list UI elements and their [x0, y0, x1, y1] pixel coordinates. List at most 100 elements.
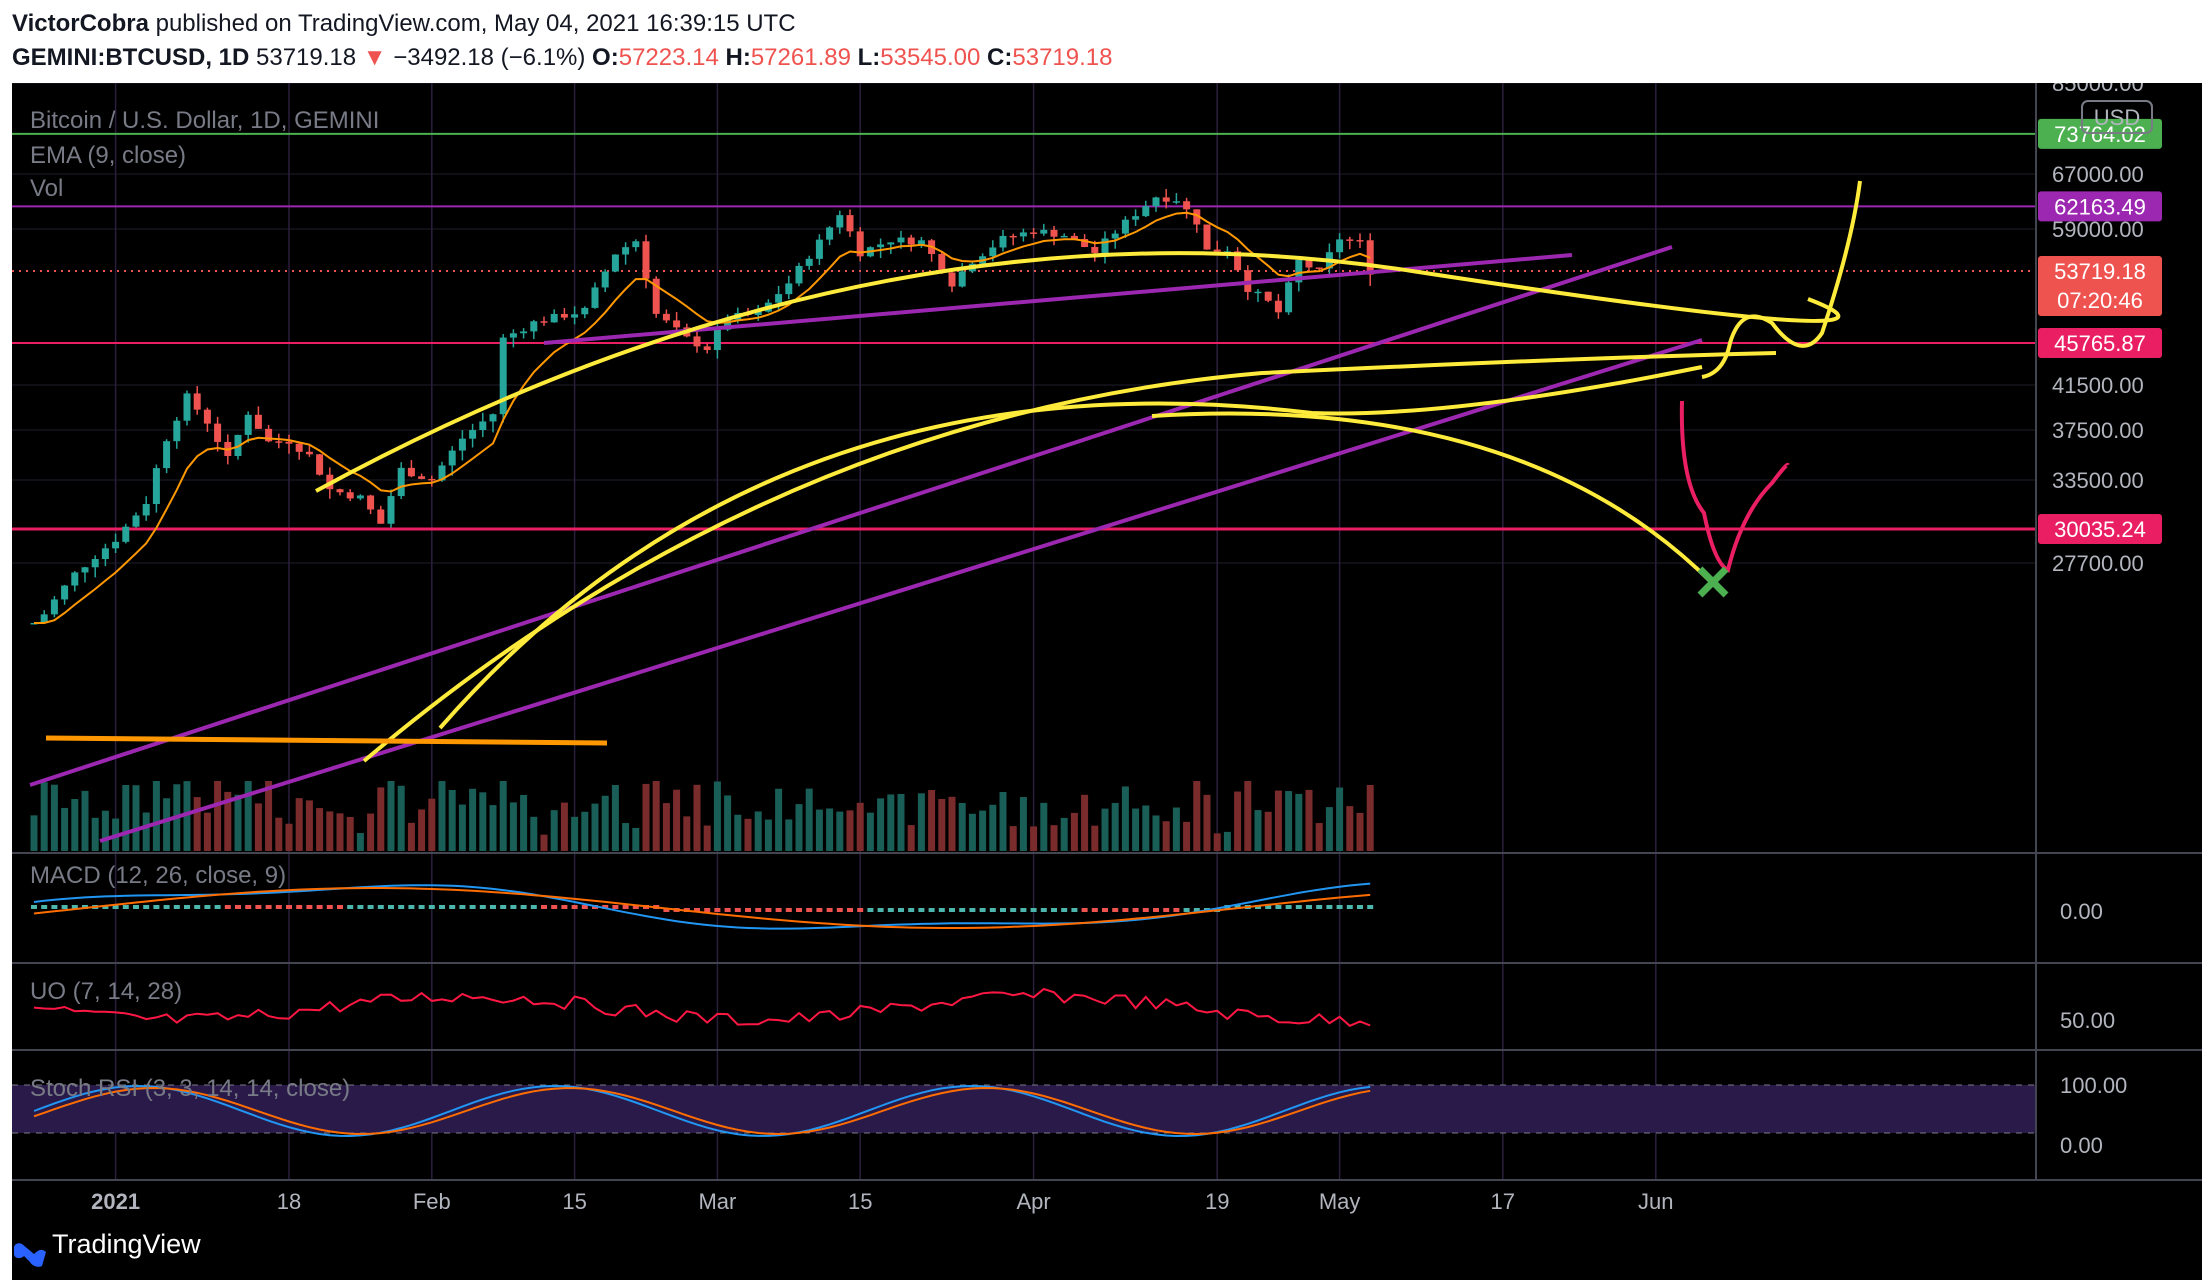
macd-hist-bar	[877, 908, 884, 912]
yellow-mid-arc[interactable]	[362, 351, 1777, 763]
volume-bar	[244, 781, 252, 851]
macd-hist-bar	[316, 905, 323, 909]
macd-hist-bar	[541, 905, 547, 909]
candle-body	[1295, 259, 1303, 283]
macd-hist-bar	[765, 908, 772, 912]
macd-hist-bar	[826, 908, 833, 912]
macd-hist-bar	[867, 908, 874, 912]
green-x-marker	[1697, 566, 1729, 598]
volume-bar	[203, 812, 211, 851]
volume-bar	[489, 805, 497, 851]
level-label: 30035.24	[2054, 517, 2146, 542]
candle-body	[40, 614, 48, 623]
author-name[interactable]: VictorCobra	[12, 10, 149, 37]
candle-body	[703, 346, 711, 351]
macd-hist-bar	[928, 908, 935, 912]
macd-hist-bar	[1265, 905, 1272, 909]
time-scale[interactable]: 2021 18 Feb 15 Mar 15 Apr 19 May 17 Jun	[91, 1189, 1673, 1214]
red-projection[interactable]	[1679, 400, 1790, 573]
volume-bar	[183, 781, 191, 851]
volume-bar	[1121, 786, 1129, 851]
candle-body	[163, 441, 171, 469]
volume-bar	[1213, 833, 1221, 851]
macd-hist-bar	[979, 908, 986, 912]
time-tick-label: 18	[277, 1189, 301, 1214]
time-tick-label: 2021	[91, 1189, 140, 1214]
volume-bar	[1060, 817, 1068, 851]
macd-hist-bar	[898, 908, 904, 912]
yellow-drop-arc[interactable]	[1151, 411, 1714, 585]
currency-label: USD	[2094, 105, 2140, 130]
candle-body	[877, 244, 885, 248]
volume-bar	[550, 810, 558, 851]
volume-bar	[326, 811, 334, 851]
candle-body	[509, 333, 517, 338]
volume-bar	[1040, 802, 1048, 851]
yellow-top-arc[interactable]	[315, 251, 1841, 493]
time-tick-label: 17	[1491, 1189, 1515, 1214]
volume-bar	[1091, 825, 1099, 851]
candle-body	[1152, 197, 1160, 207]
candle-body	[805, 258, 813, 266]
candle-body	[836, 215, 844, 228]
volume-bar	[1274, 790, 1282, 851]
volume-bar	[907, 825, 915, 851]
yellow-projection[interactable]	[1701, 180, 1862, 379]
chart-container[interactable]: 85000.00 67000.00 59000.00 41500.00 37500.00…	[12, 71, 2202, 1230]
volume-bar	[295, 798, 303, 851]
macd-hist-bar	[337, 905, 343, 909]
volume-bar	[1234, 791, 1242, 851]
volume-bar	[815, 809, 823, 851]
candle-body	[622, 247, 630, 255]
candle-body	[1050, 229, 1058, 237]
orange-support-line[interactable]	[45, 735, 608, 746]
currency-button[interactable]	[2081, 100, 2153, 134]
candle-body	[1356, 240, 1364, 242]
volume-bar	[703, 825, 711, 851]
volume-bar	[611, 784, 619, 851]
yellow-inner-arc[interactable]	[438, 365, 1703, 730]
candle-body	[1162, 197, 1170, 202]
drawings[interactable]	[29, 180, 1862, 843]
candle-body	[356, 495, 364, 499]
macd-hist-bar	[1071, 908, 1078, 912]
time-tick-label: Apr	[1016, 1189, 1050, 1214]
macd-hist-bar	[989, 908, 996, 912]
close-value: 53719.18	[1012, 44, 1113, 71]
high-label: H:	[725, 44, 751, 71]
macd-hist-bar	[1367, 905, 1374, 909]
candle-body	[632, 241, 640, 248]
chart-svg[interactable]: 85000.0067000.0059000.0041500.0037500.00…	[12, 71, 2202, 1230]
tradingview-brand[interactable]: TradingView	[52, 1229, 201, 1259]
volume-bar	[1101, 808, 1109, 851]
macd-hist-bar	[949, 908, 955, 912]
volume-bar	[1254, 810, 1262, 851]
stoch-legend: Stoch RSI (3, 3, 14, 14, close)	[30, 1075, 350, 1102]
candle-body	[397, 467, 405, 497]
macd-hist-bar	[581, 905, 588, 909]
candle-body	[265, 428, 273, 442]
volume-bar	[214, 781, 222, 851]
candle-body	[81, 567, 89, 573]
purple-channel-line[interactable]	[29, 245, 1673, 787]
macd-hist-bar	[1051, 908, 1057, 912]
volume-bar	[989, 804, 997, 851]
publish-info: VictorCobra published on TradingView.com…	[12, 10, 796, 38]
volume-bar	[101, 810, 109, 851]
candle-body	[71, 572, 79, 586]
macd-hist-bar	[163, 905, 170, 909]
candle-body	[795, 265, 803, 284]
time-tick-label: Feb	[413, 1189, 451, 1214]
candle-body	[989, 247, 997, 257]
volume-bar	[142, 812, 150, 851]
candle-body	[203, 409, 211, 424]
volume-bar	[846, 810, 854, 851]
candle-body	[662, 313, 670, 321]
volume-bar	[744, 818, 752, 851]
last-price-bg	[2038, 256, 2162, 316]
macd-hist-bar	[571, 905, 578, 909]
uo-legend: UO (7, 14, 28)	[30, 978, 182, 1005]
volume-bar	[428, 798, 436, 851]
candle-body	[214, 423, 222, 442]
macd-hist-bar	[663, 908, 670, 912]
